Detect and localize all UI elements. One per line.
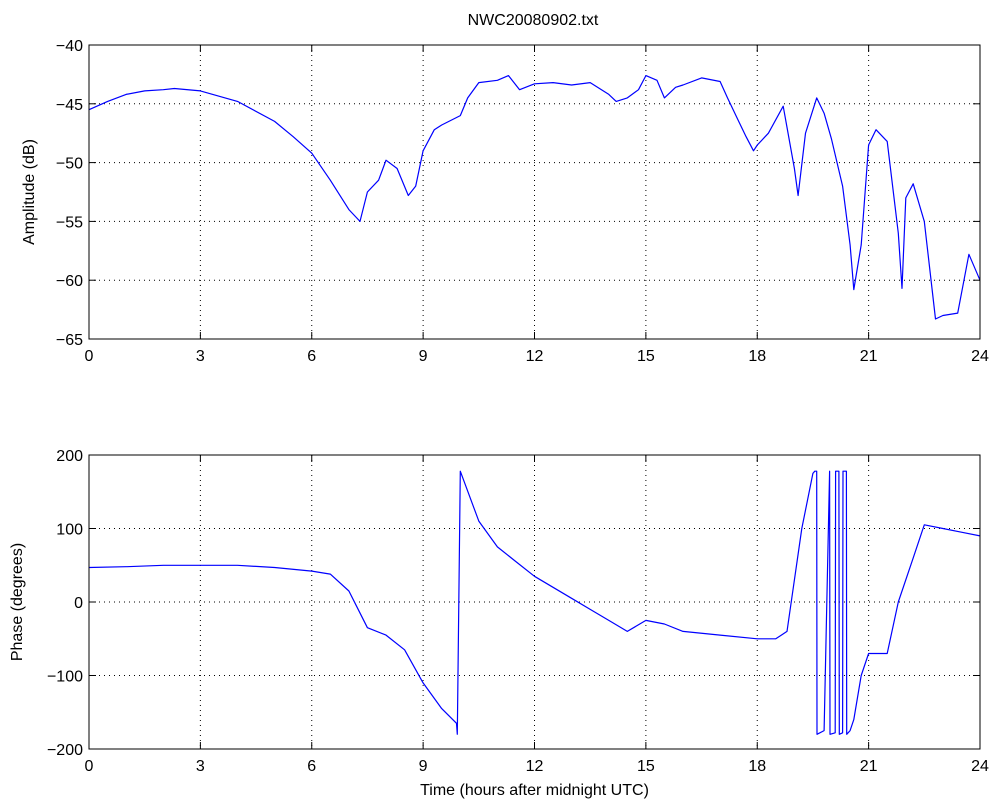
chart-title: NWC20080902.txt — [468, 12, 599, 29]
y-tick-label: 0 — [74, 595, 83, 612]
x-tick-label: 3 — [196, 348, 205, 365]
x-tick-label: 24 — [971, 348, 989, 365]
y-axis-label: Phase (degrees) — [9, 543, 26, 661]
y-tick-label: −65 — [56, 332, 83, 349]
x-tick-label: 18 — [748, 348, 766, 365]
x-tick-label: 12 — [526, 758, 544, 775]
y-tick-label: −60 — [56, 273, 83, 290]
y-tick-label: 200 — [56, 448, 83, 465]
x-tick-label: 9 — [419, 758, 428, 775]
x-tick-label: 3 — [196, 758, 205, 775]
y-tick-label: −40 — [56, 38, 83, 55]
y-tick-label: 100 — [56, 522, 83, 539]
axes-box — [88, 44, 981, 340]
x-tick-label: 15 — [637, 348, 655, 365]
phase-plot: 0 3 6 9 12 15 18 21 24 −200 −100 0 100 200 Phase (degr… — [9, 448, 989, 799]
x-tick-label: 21 — [860, 758, 878, 775]
amplitude-plot: 0 3 6 9 12 15 18 21 24 −65 −60 −55 −50 −45 −40 Amplitud… — [21, 38, 989, 365]
data-series-line — [88, 74, 981, 320]
y-tick-label: −45 — [56, 97, 83, 114]
x-tick-label: 0 — [85, 758, 94, 775]
x-tick-label: 24 — [971, 758, 989, 775]
data-series-line — [88, 470, 981, 735]
x-tick-label: 15 — [637, 758, 655, 775]
x-tick-label: 9 — [419, 348, 428, 365]
x-tick-label: 18 — [748, 758, 766, 775]
x-axis-label: Time (hours after midnight UTC) — [420, 782, 649, 799]
y-axis-label: Amplitude (dB) — [21, 139, 38, 245]
y-tick-label: −55 — [56, 214, 83, 231]
x-tick-label: 12 — [526, 348, 544, 365]
y-tick-label: −200 — [47, 742, 83, 759]
x-tick-label: 6 — [307, 758, 316, 775]
x-tick-label: 0 — [85, 348, 94, 365]
y-tick-label: −50 — [56, 156, 83, 173]
x-tick-label: 21 — [860, 348, 878, 365]
y-tick-label: −100 — [47, 669, 83, 686]
x-tick-label: 6 — [307, 348, 316, 365]
